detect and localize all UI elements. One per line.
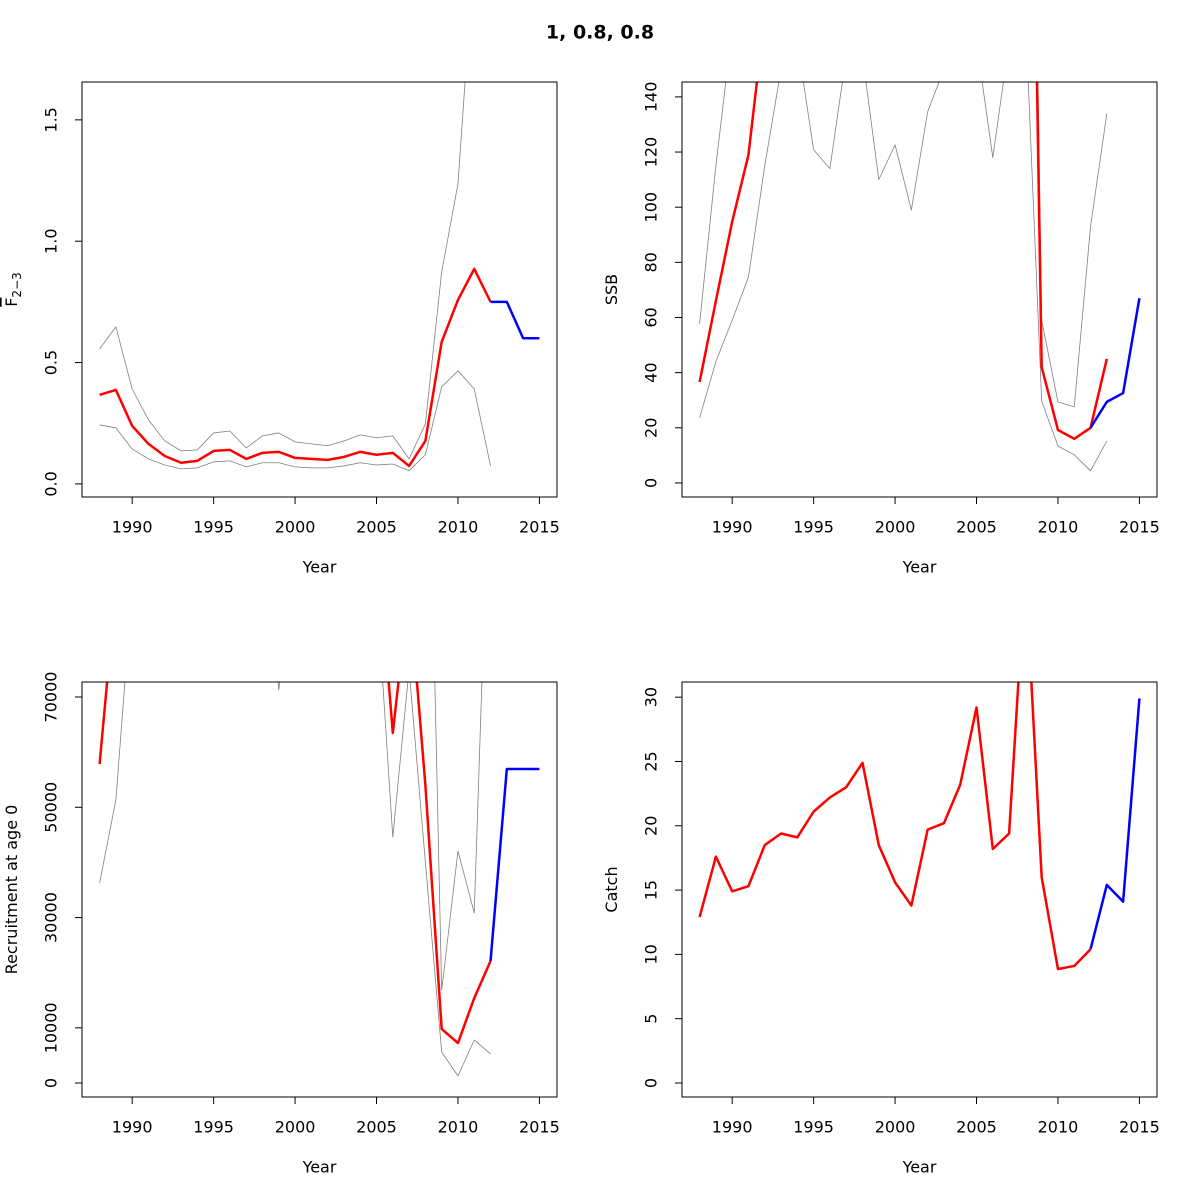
y-tick-label: 1.0 bbox=[42, 228, 61, 253]
y-tick-label: 0 bbox=[642, 1078, 661, 1088]
series-line bbox=[99, 682, 491, 1077]
x-axis-label: Year bbox=[902, 558, 937, 577]
x-axis-label: Year bbox=[902, 1158, 937, 1177]
x-tick-label: 2000 bbox=[875, 518, 916, 537]
y-axis-label: Recruitment at age 0 bbox=[2, 805, 21, 975]
x-tick-label: 1995 bbox=[193, 1118, 234, 1137]
series-line bbox=[489, 767, 540, 962]
x-tick-label: 1990 bbox=[112, 1118, 153, 1137]
x-tick-label: 2015 bbox=[1119, 518, 1160, 537]
series-line bbox=[698, 82, 1109, 441]
x-tick-label: 1990 bbox=[112, 518, 153, 537]
plot-frame bbox=[81, 681, 558, 1098]
panel: 1990 1995 2000 2005 2010 2015 0.0 0.5 1.0 1.5 Year… bbox=[2, 81, 560, 577]
y-tick-label: 0 bbox=[42, 1078, 61, 1088]
x-tick-label: 1995 bbox=[193, 518, 234, 537]
y-tick-label: 120 bbox=[642, 137, 661, 168]
y-axis-label-main: SSB bbox=[602, 274, 621, 305]
plot-area bbox=[99, 82, 540, 472]
y-tick-label: 1.5 bbox=[42, 107, 61, 132]
plot-frame bbox=[81, 81, 558, 498]
y-tick-label: 0 bbox=[642, 478, 661, 488]
y-tick-label: 30 bbox=[642, 687, 661, 707]
y-tick-label: 25 bbox=[642, 751, 661, 771]
figure-title: 1, 0.8, 0.8 bbox=[546, 22, 654, 44]
x-tick-label: 1995 bbox=[793, 518, 834, 537]
x-tick-label: 2010 bbox=[438, 518, 479, 537]
x-axis-label: Year bbox=[302, 558, 337, 577]
series-line bbox=[699, 82, 1108, 472]
x-tick-label: 2010 bbox=[1038, 1118, 1079, 1137]
y-tick-label: 30000 bbox=[42, 892, 61, 943]
x-tick-label: 2005 bbox=[956, 518, 997, 537]
y-axis-label-main: Recruitment at age 0 bbox=[2, 805, 21, 975]
panel: 1990 1995 2000 2005 2010 2015 0 20 40 60 80 100 120 1… bbox=[602, 81, 1160, 577]
y-tick-label: 10000 bbox=[42, 1002, 61, 1053]
x-tick-label: 2015 bbox=[1119, 1118, 1160, 1137]
y-tick-label: 0.5 bbox=[42, 350, 61, 375]
x-tick-label: 2010 bbox=[438, 1118, 479, 1137]
y-tick-label: 70000 bbox=[42, 672, 61, 723]
series-line bbox=[698, 682, 1092, 971]
x-tick-label: 1995 bbox=[793, 1118, 834, 1137]
series-line bbox=[99, 370, 491, 472]
plot-frame bbox=[681, 681, 1158, 1098]
x-tick-label: 2015 bbox=[519, 1118, 560, 1137]
y-tick-label: 20 bbox=[642, 816, 661, 836]
x-axis-label: Year bbox=[302, 1158, 337, 1177]
series-line bbox=[1089, 698, 1141, 950]
plot-frame bbox=[681, 81, 1158, 498]
y-tick-label: 60 bbox=[642, 307, 661, 327]
y-tick-label: 40 bbox=[642, 362, 661, 382]
series-line bbox=[98, 682, 492, 1045]
x-tick-label: 2000 bbox=[875, 1118, 916, 1137]
plot-area bbox=[98, 682, 540, 1077]
y-tick-label: 15 bbox=[642, 880, 661, 900]
y-tick-label: 100 bbox=[642, 192, 661, 223]
series-line bbox=[99, 267, 492, 468]
y-axis-label: Catch bbox=[602, 866, 621, 912]
y-tick-label: 20 bbox=[642, 418, 661, 438]
y-tick-label: 140 bbox=[642, 82, 661, 113]
plot-area bbox=[698, 82, 1141, 472]
y-tick-label: 80 bbox=[642, 252, 661, 272]
panel: 1990 1995 2000 2005 2010 2015 0 5 10 15 20 25 30 Year… bbox=[602, 681, 1160, 1177]
y-tick-label: 0.0 bbox=[42, 471, 61, 496]
x-tick-label: 2000 bbox=[275, 518, 316, 537]
x-tick-label: 2010 bbox=[1038, 518, 1079, 537]
y-tick-label: 5 bbox=[642, 1014, 661, 1024]
plot-area bbox=[698, 682, 1141, 971]
series-line bbox=[99, 82, 466, 460]
x-tick-label: 1990 bbox=[712, 1118, 753, 1137]
x-tick-label: 2005 bbox=[356, 518, 397, 537]
panel: 1990 1995 2000 2005 2010 2015 0 10000 30000 50000… bbox=[2, 672, 560, 1177]
x-tick-label: 2005 bbox=[356, 1118, 397, 1137]
y-axis-label-subscript: 2−3 bbox=[10, 272, 24, 297]
series-line bbox=[490, 300, 540, 340]
y-tick-label: 50000 bbox=[42, 782, 61, 833]
y-axis-label: SSB bbox=[602, 274, 621, 305]
x-tick-label: 2000 bbox=[275, 1118, 316, 1137]
x-tick-label: 2005 bbox=[956, 1118, 997, 1137]
series-line bbox=[1089, 297, 1141, 429]
y-axis-label-main: F bbox=[2, 298, 21, 307]
y-axis-label: F2−3 bbox=[2, 272, 24, 307]
x-tick-label: 2015 bbox=[519, 518, 560, 537]
y-axis-label-main: Catch bbox=[602, 866, 621, 912]
x-tick-label: 1990 bbox=[712, 518, 753, 537]
y-tick-label: 10 bbox=[642, 944, 661, 964]
